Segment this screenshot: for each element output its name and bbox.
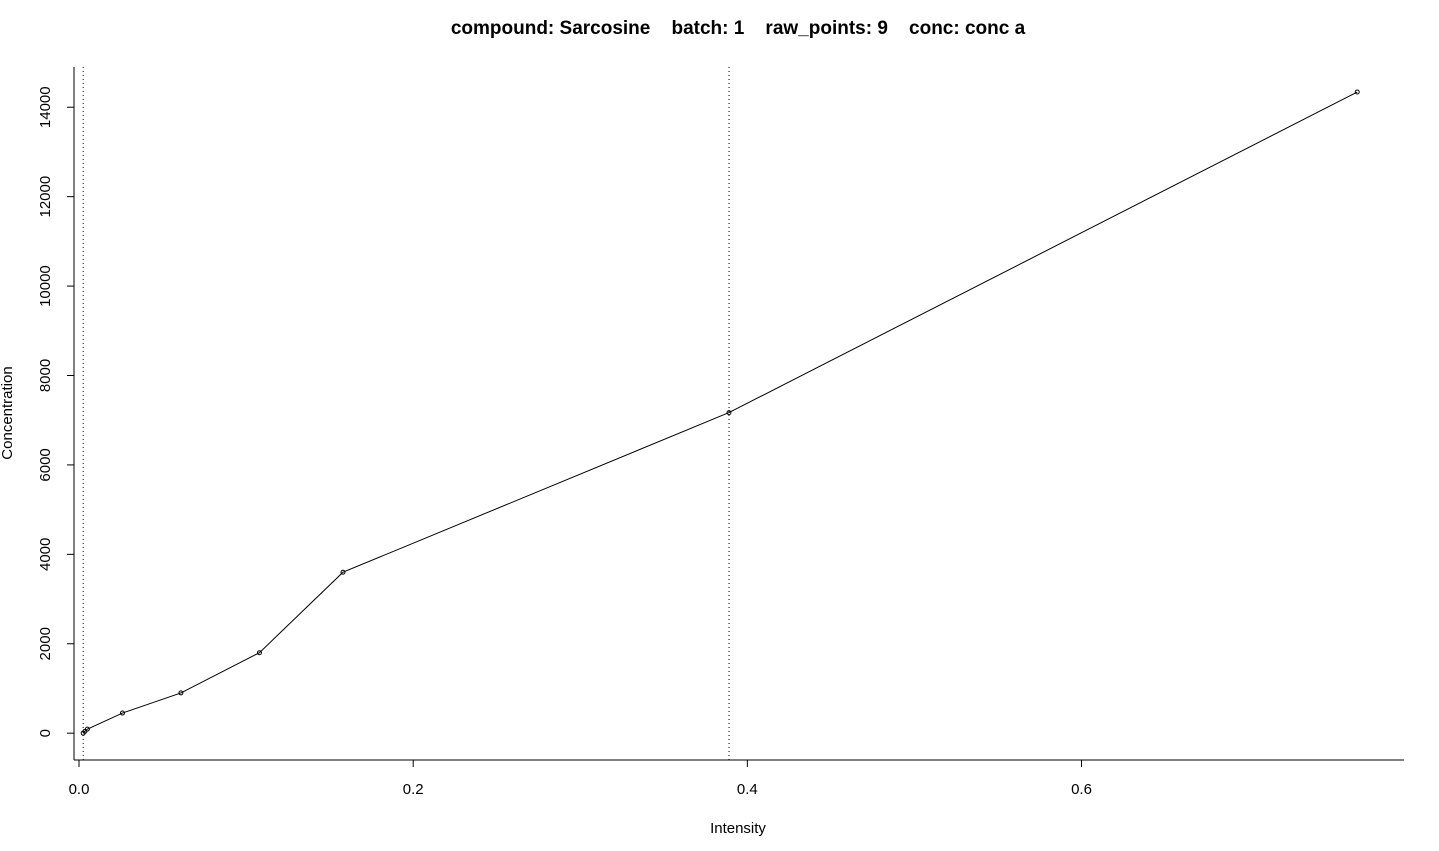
x-tick-label: 0.6 [1071,781,1092,798]
y-tick-label: 2000 [37,627,54,660]
data-point [119,710,125,716]
y-tick-label: 6000 [37,448,54,481]
data-point [84,726,90,732]
data-point [1354,89,1360,95]
reference-lines [82,67,730,760]
y-tick-label: 8000 [37,359,54,392]
y-tick-label: 4000 [37,538,54,571]
y-tick-label: 0 [37,729,54,737]
x-tick-label: 0.0 [69,781,90,798]
series-line [80,89,1360,736]
data-point [340,569,346,575]
y-tick-label: 10000 [37,265,54,307]
data-point [256,650,262,656]
x-tick-label: 0.2 [403,781,424,798]
y-axis-label: Concentration [0,366,16,459]
data-line [82,91,1358,734]
axes: 0.0 0.2 0.4 0.6 0 2000 4000 6000 8000 10000 12000 1… [37,67,1404,798]
chart-title: compound: Sarcosine batch: 1 raw_points:… [451,18,1026,39]
y-tick-label: 12000 [37,176,54,218]
y-tick-label: 14000 [37,86,54,128]
data-point [178,690,184,696]
x-axis-label: Intensity [710,820,766,837]
data-point [726,410,732,416]
x-tick-label: 0.4 [737,781,758,798]
